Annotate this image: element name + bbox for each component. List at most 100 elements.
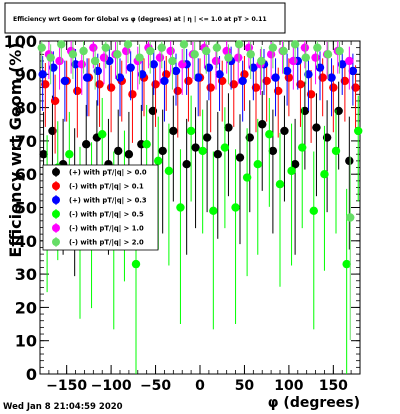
data-point (334, 106, 343, 116)
data-point (160, 76, 169, 86)
title-frame (4, 2, 286, 34)
data-point (218, 76, 227, 86)
data-point (79, 46, 88, 56)
legend-label: (-) with pT/|q| > 2.0 (69, 239, 144, 248)
data-point (90, 56, 100, 66)
y-tick-label: 0 (26, 365, 37, 384)
data-point (41, 80, 50, 89)
data-point (300, 43, 310, 52)
data-point (331, 146, 341, 156)
y-tick-label: 100 (4, 32, 37, 51)
data-point (253, 160, 262, 169)
data-point (313, 43, 322, 52)
data-point (142, 140, 151, 149)
data-point (98, 130, 107, 139)
data-point (234, 40, 244, 49)
data-point (304, 70, 313, 79)
data-point (37, 43, 46, 52)
data-point (71, 60, 80, 69)
data-point (202, 46, 211, 56)
data-point (38, 70, 47, 79)
legend-label: (-) with pT/|q| > 0.5 (69, 211, 144, 220)
data-point (311, 53, 320, 62)
y-tick-label: 90 (15, 65, 37, 84)
x-axis-label: φ (degrees) (268, 395, 360, 411)
y-tick-label: 70 (15, 132, 37, 151)
legend-marker (52, 238, 60, 246)
x-tick-label: 100 (274, 378, 303, 394)
data-point (315, 63, 325, 72)
axis-ticks: −150 −100 −50 0 50 100 150 0 10 20 30 40 50 60 70 80 90 1… (4, 32, 361, 394)
data-point (146, 46, 155, 56)
data-point (60, 76, 70, 86)
data-point (279, 46, 288, 56)
data-point (93, 66, 102, 76)
data-point (215, 70, 224, 79)
data-point (73, 86, 82, 96)
data-point (123, 40, 133, 49)
data-point (329, 83, 338, 92)
data-point (212, 43, 222, 52)
data-point (95, 80, 104, 89)
data-point (234, 53, 243, 62)
data-point (138, 70, 147, 79)
data-point (290, 160, 300, 169)
data-point (65, 150, 74, 159)
data-point (106, 83, 116, 92)
data-point (135, 53, 144, 62)
data-point (89, 43, 98, 52)
data-point (265, 130, 274, 139)
data-point (211, 56, 221, 66)
data-point (312, 123, 321, 132)
data-point (55, 56, 64, 66)
legend-marker (52, 168, 60, 176)
data-point (262, 76, 271, 86)
data-point (82, 140, 91, 149)
y-tick-label: 60 (15, 165, 37, 184)
data-point (131, 259, 141, 269)
series-0 (39, 81, 354, 277)
legend-marker (52, 182, 60, 190)
data-point (48, 126, 57, 136)
data-point (335, 46, 344, 56)
data-point (176, 203, 185, 212)
data-point (320, 170, 329, 179)
data-point (301, 53, 310, 62)
data-point (126, 63, 135, 72)
x-tick-label: 150 (319, 378, 348, 394)
data-point (114, 146, 123, 156)
data-point (306, 90, 316, 99)
data-point (280, 126, 289, 136)
data-point (327, 73, 336, 82)
y-tick-label: 20 (15, 298, 37, 317)
data-point (340, 76, 350, 86)
data-point (171, 66, 181, 76)
data-point (238, 76, 247, 86)
data-point (289, 56, 298, 66)
data-point (204, 63, 214, 72)
y-tick-label: 10 (15, 332, 37, 351)
legend-frame (42, 164, 159, 251)
data-point (155, 53, 165, 62)
timestamp: Wed Jan 8 21:04:59 2020 (3, 402, 123, 412)
data-point (164, 166, 174, 176)
data-point (346, 213, 355, 222)
legend-label: (+) with pT/|q| > 0.0 (69, 169, 147, 178)
data-point (113, 50, 122, 59)
x-tick-label: −50 (140, 378, 171, 394)
y-tick-label: 40 (15, 232, 37, 251)
data-point (149, 60, 158, 69)
data-point (296, 80, 305, 89)
data-point (258, 120, 267, 129)
data-point (99, 53, 109, 62)
data-point (290, 40, 300, 49)
data-point (257, 56, 266, 66)
data-point (184, 76, 193, 86)
data-point (231, 203, 240, 212)
data-point (166, 46, 175, 56)
y-tick-label: 50 (15, 199, 37, 218)
series-5 (37, 40, 355, 341)
data-point (194, 73, 203, 82)
data-point (50, 96, 60, 106)
